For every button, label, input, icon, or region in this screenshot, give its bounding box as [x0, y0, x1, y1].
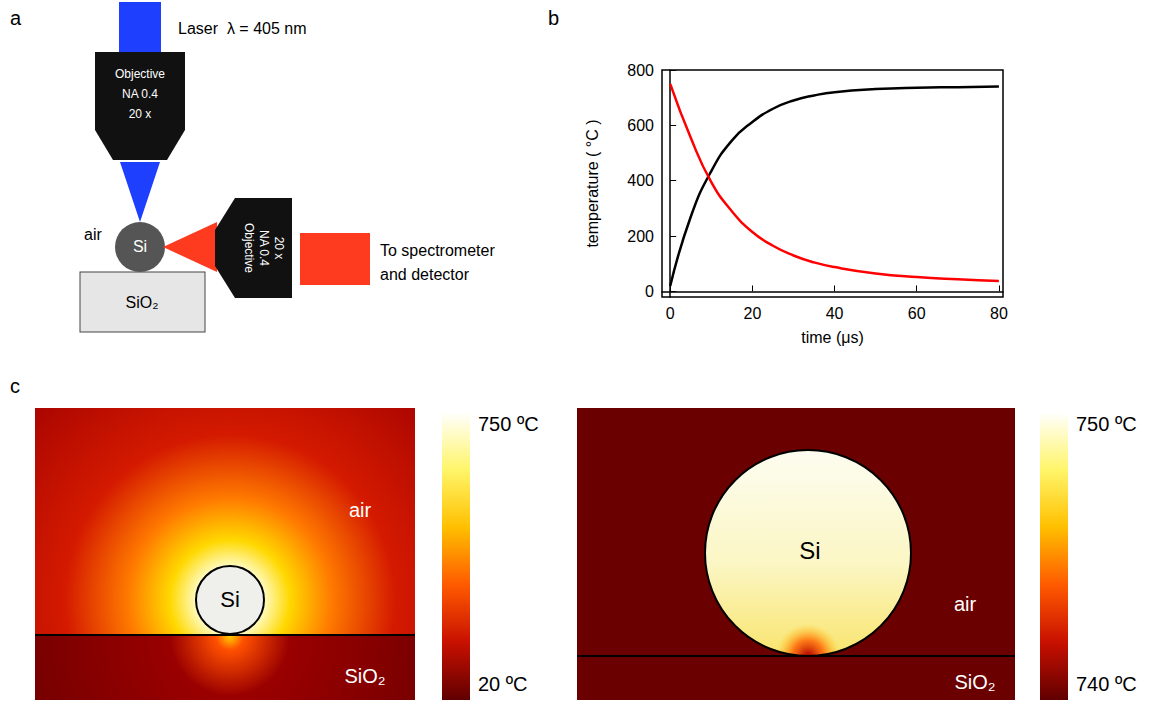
svg-text:20 x: 20 x	[129, 107, 152, 121]
svg-text:600: 600	[627, 117, 654, 134]
svg-text:c: c	[10, 375, 20, 397]
svg-text:740 ºC: 740 ºC	[1076, 673, 1137, 695]
svg-text:0: 0	[645, 283, 654, 300]
svg-text:Si: Si	[133, 238, 147, 255]
svg-text:and detector: and detector	[380, 266, 470, 283]
svg-text:air: air	[349, 499, 372, 521]
svg-text:750 ºC: 750 ºC	[1076, 413, 1137, 435]
svg-text:temperature ( °C ): temperature ( °C )	[584, 119, 601, 247]
svg-text:80: 80	[990, 305, 1008, 322]
svg-text:20 x: 20 x	[272, 237, 286, 260]
svg-text:0: 0	[666, 305, 675, 322]
svg-text:Si: Si	[799, 537, 820, 564]
svg-text:800: 800	[627, 62, 654, 79]
svg-text:Si: Si	[220, 587, 240, 612]
svg-text:NA 0.4: NA 0.4	[122, 87, 158, 101]
svg-text:NA 0.4: NA 0.4	[257, 230, 271, 266]
svg-text:SiO₂: SiO₂	[954, 671, 995, 693]
svg-text:20: 20	[743, 305, 761, 322]
svg-text:400: 400	[627, 172, 654, 189]
svg-text:750 ºC: 750 ºC	[478, 413, 539, 435]
svg-text:Objective: Objective	[242, 223, 256, 273]
svg-text:a: a	[10, 7, 22, 29]
svg-text:air: air	[84, 226, 102, 243]
svg-text:air: air	[954, 593, 977, 615]
svg-text:b: b	[548, 7, 559, 29]
svg-text:40: 40	[826, 305, 844, 322]
svg-text:60: 60	[908, 305, 926, 322]
svg-text:SiO₂: SiO₂	[126, 294, 159, 311]
svg-text:To spectrometer: To spectrometer	[380, 242, 495, 259]
svg-text:time (μs): time (μs)	[801, 329, 864, 346]
svg-text:Laser λ = 405 nm: Laser λ = 405 nm	[178, 20, 307, 37]
svg-text:SiO₂: SiO₂	[344, 665, 385, 687]
svg-text:20 ºC: 20 ºC	[478, 673, 528, 695]
svg-text:Objective: Objective	[115, 67, 165, 81]
svg-text:200: 200	[627, 228, 654, 245]
